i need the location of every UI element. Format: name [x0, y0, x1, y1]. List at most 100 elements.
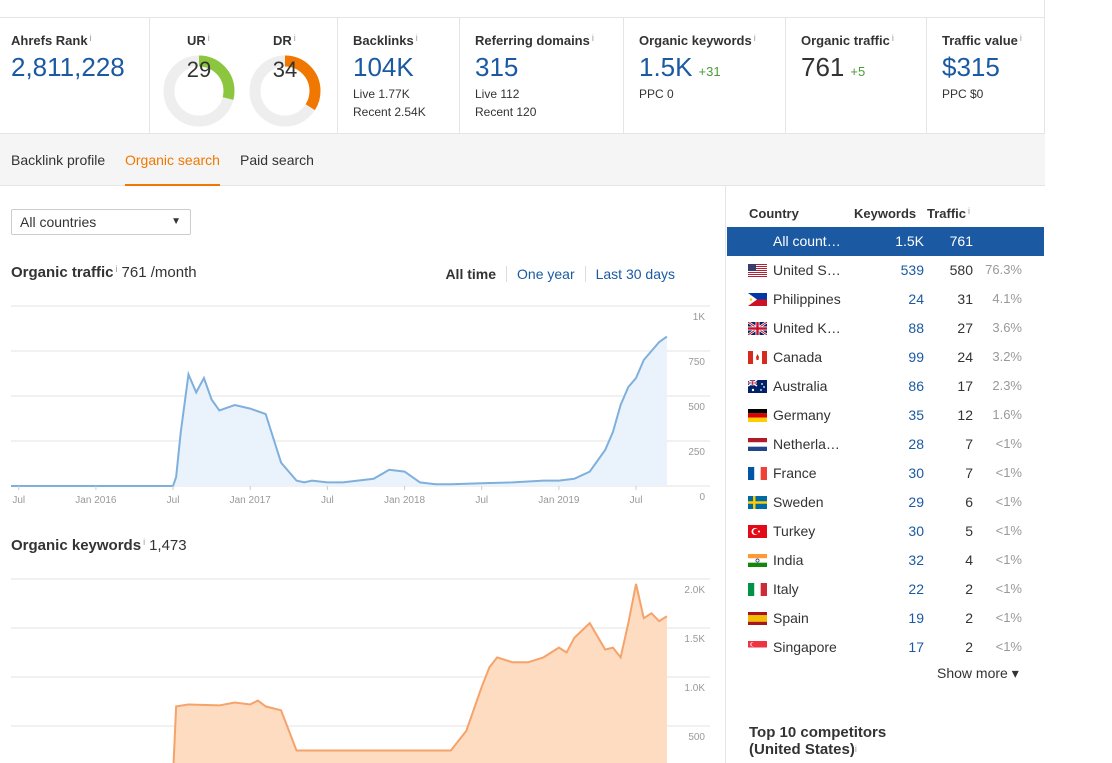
country-traffic: 6 — [965, 494, 973, 510]
country-name[interactable]: Canada — [773, 349, 823, 365]
country-keywords[interactable]: 35 — [908, 407, 924, 423]
country-name[interactable]: Spain — [773, 610, 809, 626]
country-keywords[interactable]: 24 — [908, 291, 924, 307]
referring-domains-value[interactable]: 315 — [475, 52, 519, 82]
country-row[interactable]: France 30 7 <1% — [727, 459, 1044, 488]
col-header-keywords[interactable]: Keywords — [854, 206, 917, 221]
range-all-time[interactable]: All time — [445, 266, 497, 282]
country-row[interactable]: Netherla… 28 7 <1% — [727, 430, 1044, 459]
traffic-value-ppc: PPC $0 — [942, 87, 984, 101]
tab-backlink-profile[interactable]: Backlink profile — [11, 152, 106, 168]
competitors-title-line2: (United States)i — [749, 741, 857, 758]
organic-keywords-delta: +31 — [698, 64, 721, 79]
country-name[interactable]: United K… — [773, 320, 841, 336]
fr-flag-icon — [748, 467, 767, 480]
info-icon[interactable]: i — [968, 206, 971, 216]
country-keywords[interactable]: 19 — [908, 610, 924, 626]
country-row[interactable]: India 32 4 <1% — [727, 546, 1044, 575]
country-keywords[interactable]: 29 — [908, 494, 924, 510]
country-keywords[interactable]: 1.5K — [895, 233, 924, 249]
info-icon[interactable]: i — [753, 33, 756, 43]
tab-organic-search[interactable]: Organic search — [125, 134, 220, 186]
country-name[interactable]: Singapore — [773, 639, 837, 655]
country-name[interactable]: Sweden — [773, 494, 824, 510]
organic-keywords-value: 1.5K +31 — [639, 52, 721, 83]
country-row[interactable]: Italy 22 2 <1% — [727, 575, 1044, 604]
backlinks-value[interactable]: 104K — [353, 52, 414, 82]
country-keywords[interactable]: 99 — [908, 349, 924, 365]
country-row[interactable]: Spain 19 2 <1% — [727, 604, 1044, 633]
country-keywords[interactable]: 86 — [908, 378, 924, 394]
sg-flag-icon — [748, 641, 767, 654]
organic-keywords-number[interactable]: 1.5K — [639, 52, 693, 82]
country-row[interactable]: Sweden 29 6 <1% — [727, 488, 1044, 517]
country-keywords[interactable]: 88 — [908, 320, 924, 336]
country-name[interactable]: Turkey — [773, 523, 816, 539]
in-flag-icon — [748, 554, 767, 567]
country-name[interactable]: United S… — [773, 262, 841, 278]
info-icon[interactable]: i — [89, 33, 92, 43]
country-name[interactable]: Australia — [773, 378, 828, 394]
info-icon[interactable]: i — [1019, 33, 1022, 43]
range-one-year[interactable]: One year — [506, 266, 585, 282]
country-name[interactable]: Germany — [773, 407, 831, 423]
country-row[interactable]: United K… 88 27 3.6% — [727, 314, 1044, 343]
country-row[interactable]: Germany 35 12 1.6% — [727, 401, 1044, 430]
info-icon[interactable]: i — [891, 33, 894, 43]
x-tick-label: Jan 2016 — [75, 495, 117, 506]
au-flag-icon — [747, 379, 767, 393]
show-more-button[interactable]: Show more ▾ — [937, 665, 1019, 681]
country-keywords[interactable]: 28 — [908, 436, 924, 452]
organic-keywords-title: Organic keywords i 1,473 — [11, 537, 187, 554]
country-traffic: 2 — [965, 639, 973, 655]
country-name[interactable]: Italy — [773, 581, 799, 597]
country-keywords[interactable]: 30 — [908, 465, 924, 481]
country-row[interactable]: Canada 99 24 3.2% — [727, 343, 1044, 372]
x-tick-label: Jul — [167, 495, 180, 506]
info-icon[interactable]: i — [143, 537, 146, 547]
country-traffic: 24 — [957, 349, 973, 365]
country-name[interactable]: Philippines — [773, 291, 841, 307]
country-traffic-share: <1% — [995, 494, 1022, 509]
country-row[interactable]: Australia 86 17 2.3% — [727, 372, 1044, 401]
country-name[interactable]: India — [773, 552, 804, 568]
country-keywords[interactable]: 22 — [908, 581, 924, 597]
section-tabs: Backlink profile Organic search Paid sea… — [0, 134, 1045, 186]
info-icon[interactable]: i — [854, 744, 857, 754]
info-icon[interactable]: i — [415, 33, 418, 43]
country-name[interactable]: All count… — [773, 233, 841, 249]
country-row-selected[interactable]: All count… 1.5K 761 — [727, 227, 1044, 256]
organic-traffic-value: 761 +5 — [801, 52, 866, 82]
country-select[interactable]: All countries ▼ — [11, 209, 191, 235]
country-name[interactable]: Netherla… — [773, 436, 840, 452]
country-row[interactable]: Singapore 17 2 <1% — [727, 633, 1044, 662]
tab-paid-search[interactable]: Paid search — [240, 152, 314, 168]
x-tick-label: Jul — [630, 495, 643, 506]
country-traffic: 17 — [957, 378, 973, 394]
backlinks-recent: Recent 2.54K — [353, 105, 426, 119]
country-row[interactable]: Turkey 30 5 <1% — [727, 517, 1044, 546]
gb-flag-icon — [747, 320, 768, 337]
country-row[interactable]: Philippines 24 31 4.1% — [727, 285, 1044, 314]
info-icon[interactable]: i — [591, 33, 594, 43]
country-name[interactable]: France — [773, 465, 817, 481]
country-keywords[interactable]: 539 — [900, 262, 924, 278]
ahrefs-rank-label: Ahrefs Rank i — [11, 33, 92, 48]
country-row[interactable]: United S… 539 580 76.3% — [727, 256, 1044, 285]
page-right-border — [1044, 0, 1045, 186]
info-icon[interactable]: i — [207, 33, 210, 43]
country-keywords[interactable]: 17 — [908, 639, 924, 655]
country-traffic: 7 — [965, 465, 973, 481]
country-keywords[interactable]: 30 — [908, 523, 924, 539]
country-traffic: 2 — [965, 581, 973, 597]
referring-domains-recent: Recent 120 — [475, 105, 537, 119]
y-tick-label: 750 — [688, 357, 705, 368]
x-tick-label: Jul — [321, 495, 334, 506]
country-traffic-share: <1% — [995, 639, 1022, 654]
country-keywords[interactable]: 32 — [908, 552, 924, 568]
caret-down-icon: ▼ — [171, 216, 181, 227]
range-last-30-days[interactable]: Last 30 days — [584, 266, 685, 282]
info-icon[interactable]: i — [293, 33, 296, 43]
info-icon[interactable]: i — [115, 264, 118, 274]
col-header-traffic[interactable]: Traffic i — [927, 206, 971, 221]
